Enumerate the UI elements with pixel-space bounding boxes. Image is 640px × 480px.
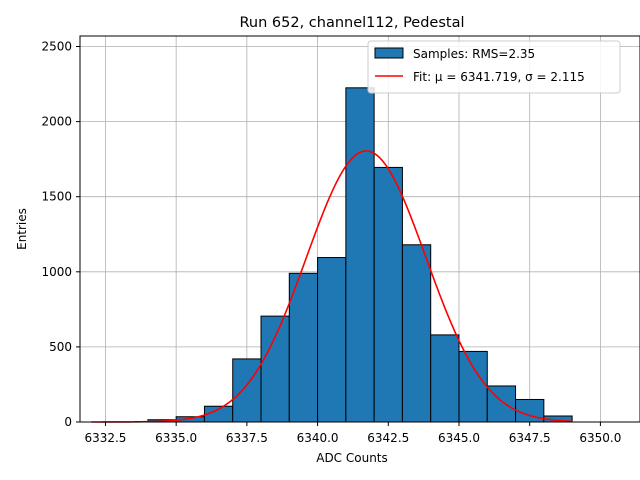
plot-frame [79,35,640,423]
histogram-bar [373,166,403,423]
legend-box [367,40,621,94]
chart-title: Run 652, channel112, Pedestal [239,15,464,31]
x-tick-label: 6342.5 [367,431,409,445]
x-tick-label: 6337.5 [226,431,268,445]
y-axis-label: Entries [15,208,29,250]
histogram-bar [288,272,319,423]
x-axis-label: ADC Counts [316,451,388,465]
fit-curve [91,150,573,423]
histogram-bars [147,87,573,423]
legend-histogram-swatch [374,47,404,59]
y-tick-label: 500 [49,340,72,354]
histogram-bar [458,350,488,423]
y-tick-label: 1000 [41,265,72,279]
x-axis-ticks: 6332.5 6335.0 6337.5 6340.0 6342.5 6345.0 6347… [84,422,621,445]
y-tick-label: 0 [64,415,72,429]
histogram-bar [232,358,262,423]
x-tick-label: 6332.5 [84,431,126,445]
x-tick-label: 6345.0 [438,431,480,445]
x-tick-label: 6347.5 [509,431,551,445]
x-tick-label: 6340.0 [297,431,339,445]
legend-fit-label: Fit: μ = 6341.719, σ = 2.115 [413,70,585,84]
legend-histogram-label: Samples: RMS=2.35 [413,47,535,61]
histogram-bar [401,244,432,423]
x-tick-label: 6335.0 [155,431,197,445]
histogram-bar [317,257,347,423]
x-tick-label: 6350.0 [579,431,621,445]
y-tick-label: 2500 [41,40,72,54]
y-tick-label: 1500 [41,190,72,204]
histogram-bar [345,87,375,423]
histogram-bar [430,334,460,423]
y-axis-ticks: 0 500 1000 1500 2000 2500 [41,40,80,429]
y-tick-label: 2000 [41,115,72,129]
histogram-bar [260,315,290,423]
legend: Samples: RMS=2.35 Fit: μ = 6341.719, σ =… [367,40,621,94]
